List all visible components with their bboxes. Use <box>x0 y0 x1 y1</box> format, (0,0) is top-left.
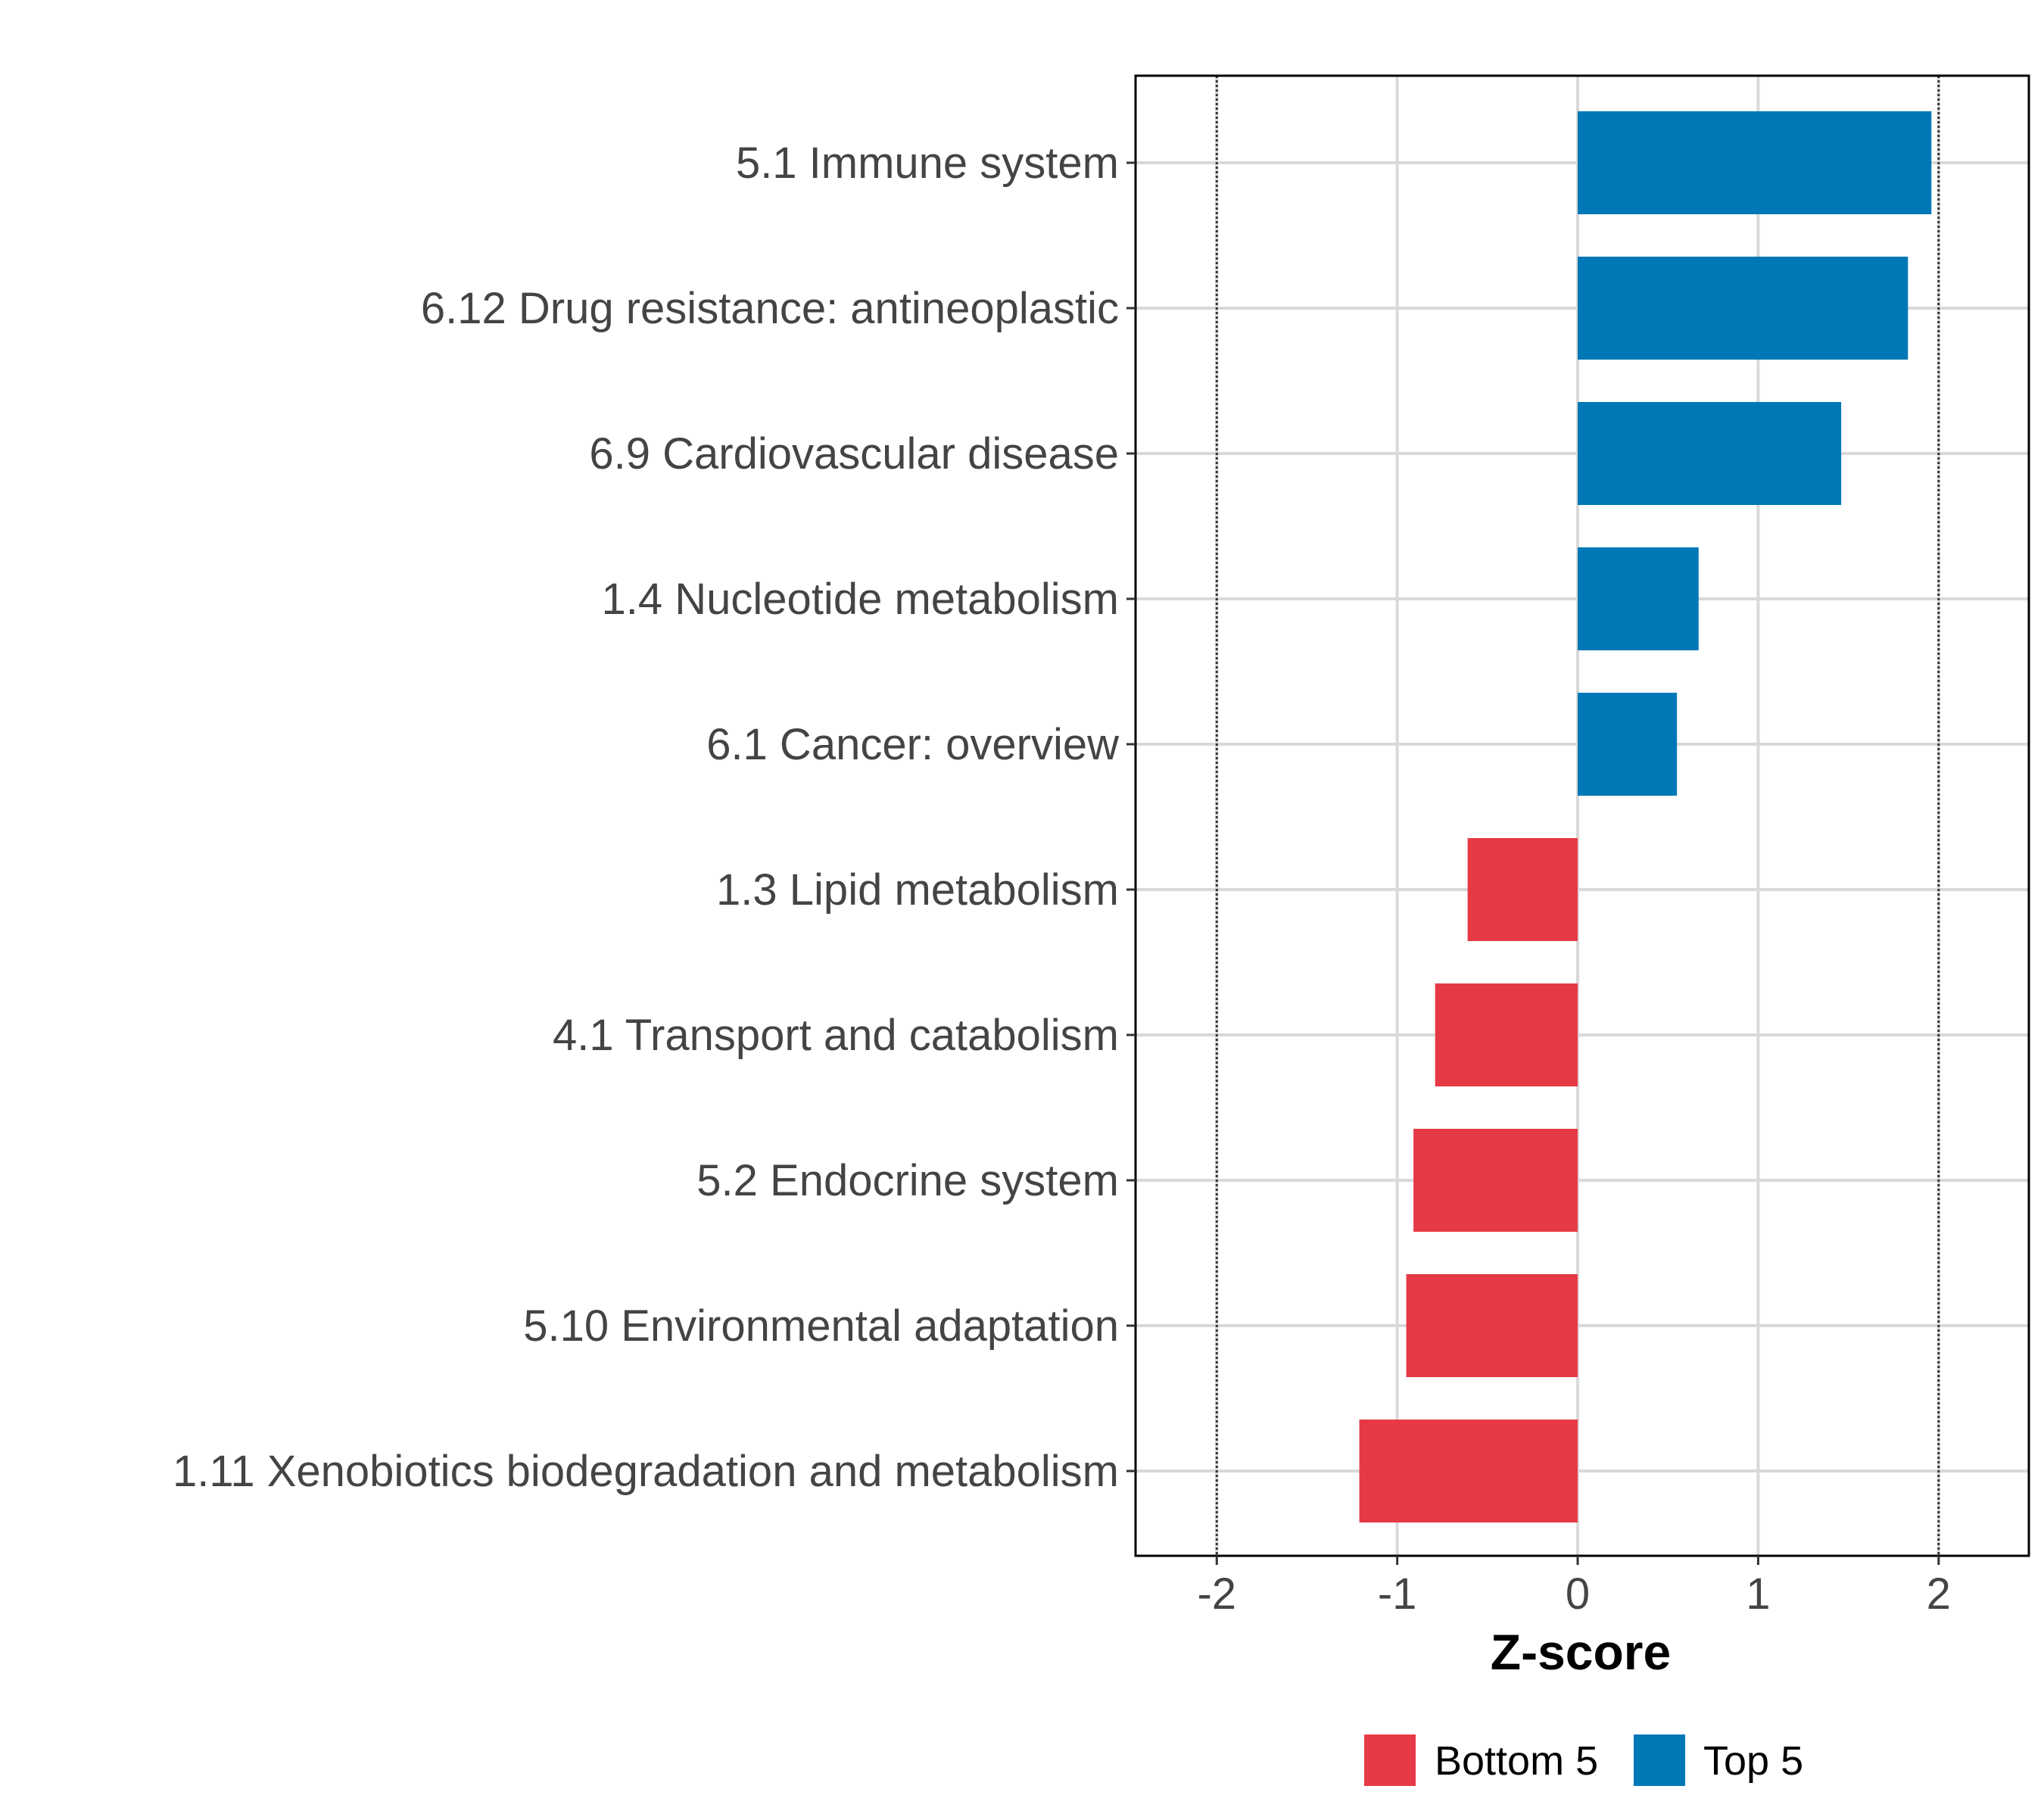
bar <box>1467 838 1578 941</box>
bar <box>1435 983 1578 1086</box>
x-tick-labels: -2 -1 0 1 2 <box>1197 1569 1950 1619</box>
category-label: 1.11 Xenobiotics biodegradation and meta… <box>173 1447 1119 1496</box>
category-label: 5.1 Immune system <box>736 139 1119 188</box>
plot-border <box>1134 74 2030 1557</box>
bar <box>1406 1274 1578 1377</box>
legend-swatch <box>1364 1734 1416 1786</box>
category-label: 6.12 Drug resistance: antineoplastic <box>421 284 1119 333</box>
x-tick-label: 0 <box>1566 1569 1590 1619</box>
legend-label: Bottom 5 <box>1435 1738 1598 1784</box>
bar <box>1578 111 1932 214</box>
x-tick-label: -2 <box>1197 1569 1236 1619</box>
category-label: 5.2 Endocrine system <box>696 1156 1119 1205</box>
category-label: 4.1 Transport and catabolism <box>553 1011 1119 1060</box>
category-label: 6.1 Cancer: overview <box>706 720 1120 769</box>
x-axis-title: Z-score <box>1491 1624 1671 1680</box>
reference-lines <box>1215 76 1940 1556</box>
bars <box>1359 111 1932 1522</box>
legend: Bottom 5 Top 5 <box>1364 1734 1803 1786</box>
category-label: 1.3 Lipid metabolism <box>716 865 1119 915</box>
x-tick-label: 2 <box>1927 1569 1951 1619</box>
x-tick-label: -1 <box>1378 1569 1417 1619</box>
category-label: 6.9 Cardiovascular disease <box>589 429 1119 478</box>
category-label: 1.4 Nucleotide metabolism <box>602 575 1119 624</box>
bar <box>1578 257 1908 360</box>
category-label: 5.10 Environmental adaptation <box>523 1301 1119 1351</box>
legend-swatch <box>1634 1734 1685 1786</box>
category-labels: 5.1 Immune system 6.12 Drug resistance: a… <box>173 139 1120 1496</box>
legend-label: Top 5 <box>1703 1738 1803 1784</box>
bar <box>1578 547 1699 650</box>
bar <box>1413 1129 1578 1232</box>
x-tick-label: 1 <box>1746 1569 1770 1619</box>
bar <box>1578 693 1678 796</box>
bar <box>1359 1420 1578 1522</box>
bar <box>1578 402 1842 505</box>
axis-ticks <box>1126 161 1940 1565</box>
